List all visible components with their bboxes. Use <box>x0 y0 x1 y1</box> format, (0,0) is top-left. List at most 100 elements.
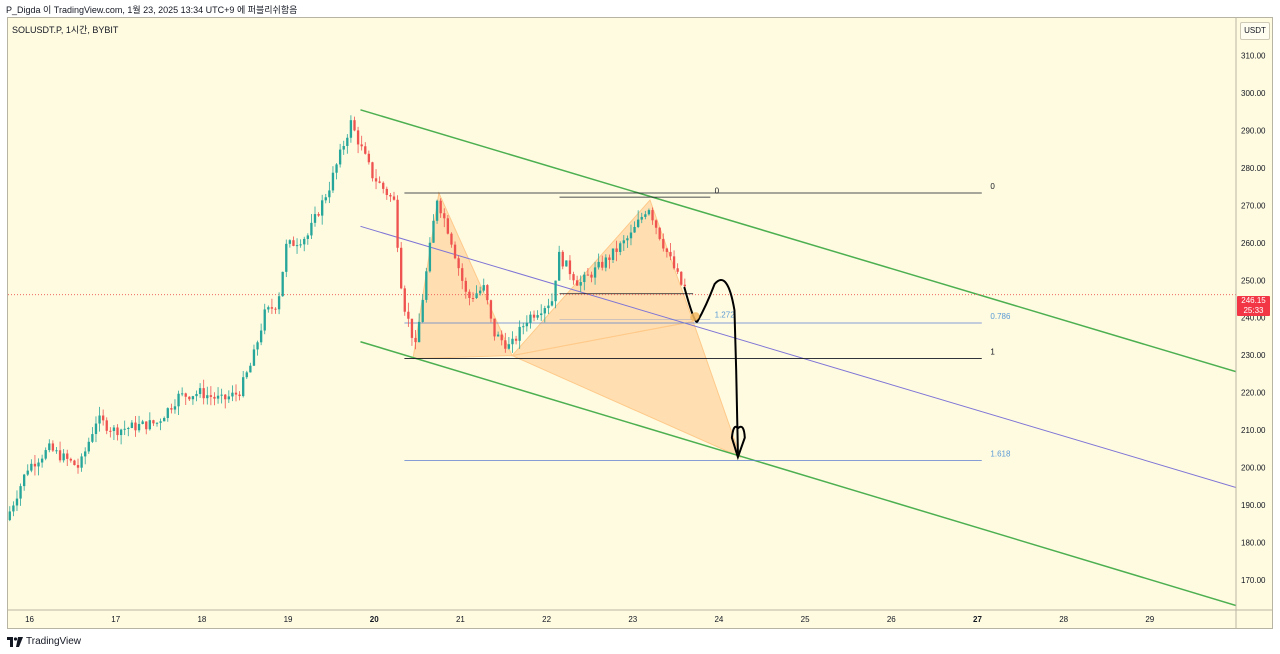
candle-body <box>127 428 130 430</box>
time-tick-label: 16 <box>25 615 34 624</box>
candle-body <box>500 334 503 341</box>
candle-body <box>367 153 371 163</box>
time-tick-label: 24 <box>714 615 723 624</box>
time-tick-label: 27 <box>973 615 982 624</box>
candle-body <box>306 235 309 239</box>
candle-body <box>84 451 87 457</box>
time-axis[interactable]: 16 17 18 19 20 21 22 23 24 25 26 27 28 29 <box>25 615 1155 624</box>
candle-body <box>374 178 378 182</box>
fib-label-1: 1 <box>990 348 995 357</box>
candle-body <box>69 458 73 461</box>
highlight-marker <box>690 312 700 321</box>
projection-arrowhead <box>730 425 746 461</box>
time-tick-label: 29 <box>1145 615 1154 624</box>
candle-body <box>335 164 338 173</box>
candle-body <box>633 226 636 233</box>
candle-body <box>532 314 536 318</box>
candle-body <box>310 222 313 236</box>
candle-body <box>629 232 633 239</box>
price-tick-label: 190.00 <box>1241 501 1266 510</box>
candle-body <box>550 301 554 306</box>
fib-label-1-618: 1.618 <box>990 450 1011 459</box>
tradingview-icon <box>7 636 23 647</box>
candle-body <box>511 338 514 345</box>
candle-body <box>8 511 11 521</box>
current-price-value: 246.15 <box>1241 296 1266 305</box>
candle-body <box>159 421 162 423</box>
candle-body <box>525 322 529 327</box>
candle-body <box>425 271 428 300</box>
candle-body <box>439 200 442 214</box>
candle-body <box>575 280 579 286</box>
candle-body <box>554 280 557 302</box>
candle-body <box>583 274 586 283</box>
candle-body <box>224 394 227 400</box>
candle-body <box>356 130 360 145</box>
price-tick-label: 210.00 <box>1241 426 1266 435</box>
candle-body <box>672 256 676 269</box>
currency-button[interactable]: USDT <box>1240 22 1270 40</box>
candle-body <box>475 293 478 299</box>
candle-body <box>234 392 238 395</box>
candle-body <box>496 334 500 337</box>
candle-body <box>428 242 432 272</box>
candle-body <box>392 196 396 200</box>
candle-body <box>417 321 421 343</box>
candle-body <box>288 240 292 244</box>
tradingview-logo[interactable]: TradingView <box>7 636 81 647</box>
candle-body <box>443 213 446 219</box>
candle-body <box>299 244 302 246</box>
time-tick-label: 19 <box>284 615 293 624</box>
candle-body <box>245 372 248 378</box>
candle-body <box>514 338 518 341</box>
candle-body <box>504 340 507 349</box>
candle-body <box>202 388 205 399</box>
candle-body <box>331 172 335 191</box>
price-tick-label: 180.00 <box>1241 539 1266 548</box>
publish-info-bar: P_Digda 이 TradingView.com, 1월 23, 2025 1… <box>0 0 1280 17</box>
candle-body <box>482 285 485 291</box>
candle-body <box>400 247 403 289</box>
tradingview-brand: TradingView <box>26 636 82 647</box>
candle-body <box>328 190 331 198</box>
candle-body <box>48 443 51 451</box>
candle-body <box>507 344 511 349</box>
pattern-top-label: 0 <box>715 186 720 195</box>
candle-body <box>662 238 665 249</box>
price-axis[interactable]: 170.00 180.00 190.00 200.00 210.00 220.00 230.… <box>1241 51 1266 585</box>
footer-bar <box>0 630 1280 654</box>
candle-body <box>148 420 151 430</box>
candle-body <box>91 434 94 442</box>
candle-body <box>349 120 353 138</box>
candle-body <box>593 267 597 278</box>
candle-body <box>611 248 615 260</box>
candle-body <box>220 394 223 396</box>
time-tick-label: 20 <box>370 615 379 624</box>
candle-body <box>145 421 148 430</box>
symbol-legend[interactable]: SOLUSDT.P, 1시간, BYBIT <box>12 25 119 35</box>
price-tick-label: 220.00 <box>1241 389 1266 398</box>
candle-body <box>601 261 604 268</box>
candle-body <box>163 417 166 422</box>
price-tick-label: 270.00 <box>1241 201 1266 210</box>
candle-body <box>619 243 622 252</box>
candle-body <box>579 282 582 286</box>
price-tick-label: 290.00 <box>1241 126 1266 135</box>
candle-body <box>647 210 651 215</box>
candle-body <box>461 268 464 281</box>
candle-body <box>321 200 324 216</box>
candle-body <box>403 288 406 312</box>
candle-body <box>382 182 385 189</box>
candle-body <box>180 393 184 395</box>
candle-body <box>568 260 572 275</box>
candle-body <box>191 396 195 400</box>
candle-body <box>590 274 593 278</box>
candle-body <box>615 248 618 252</box>
candle-body <box>654 220 658 228</box>
candle-body <box>51 443 55 451</box>
plot-area: 0 0.786 1 1.618 1.272 0 <box>8 109 1236 607</box>
candle-body <box>123 428 126 430</box>
candle-body <box>19 486 22 499</box>
candle-body <box>152 420 155 424</box>
